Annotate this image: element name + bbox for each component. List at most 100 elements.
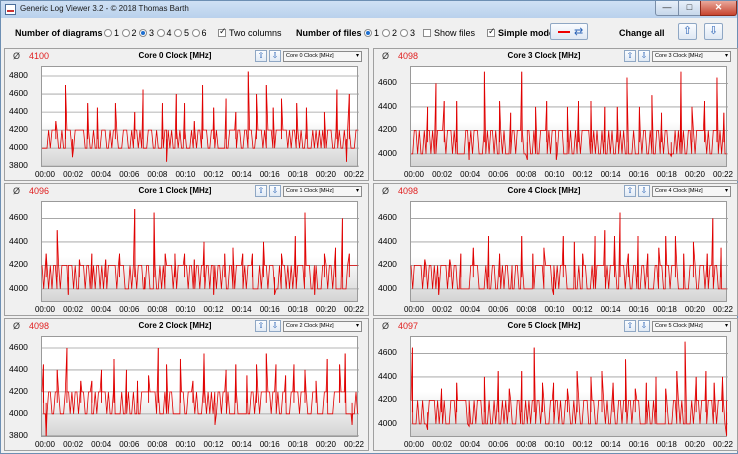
- series-select[interactable]: Core 1 Clock [MHz] ▾: [283, 186, 362, 197]
- average-value: 4097: [398, 321, 419, 331]
- average-value: 4096: [29, 186, 50, 196]
- y-tick-label: 4600: [378, 77, 397, 88]
- close-button[interactable]: ✕: [700, 1, 737, 16]
- radio-label: 3: [149, 28, 155, 38]
- simple-mode-checkbox[interactable]: Simple mode: [487, 26, 554, 38]
- radio-dot[interactable]: [104, 29, 112, 37]
- move-down-button[interactable]: ⇩: [269, 320, 281, 332]
- radio-label: 2: [392, 28, 398, 38]
- move-up-button[interactable]: ⇧: [255, 50, 267, 62]
- chevron-down-icon: ▾: [724, 188, 728, 194]
- radio-dot[interactable]: [364, 29, 372, 37]
- radio-dot[interactable]: [400, 29, 408, 37]
- x-tick-label: 00:20: [315, 305, 336, 314]
- series-select[interactable]: Core 2 Clock [MHz] ▾: [283, 321, 362, 332]
- average-value: 4098: [398, 51, 419, 61]
- move-up-button[interactable]: ⇧: [624, 185, 636, 197]
- radio-label: 3: [410, 28, 416, 38]
- diagrams-radio-2[interactable]: 2: [121, 28, 137, 38]
- checkbox-box[interactable]: [487, 26, 496, 37]
- line-chart: [410, 341, 728, 436]
- chevron-down-icon: ▾: [355, 323, 359, 329]
- radio-dot[interactable]: [191, 29, 200, 37]
- radio-dot[interactable]: [382, 29, 390, 37]
- chart-panel: Ø 4096 Core 1 Clock [MHz] ⇧ ⇩ Core 1 Clock [M…: [4, 183, 369, 316]
- line-color-button[interactable]: ⇄: [550, 23, 588, 40]
- series-select[interactable]: Core 0 Clock [MHz] ▾: [283, 51, 362, 62]
- radio-dot[interactable]: [156, 29, 165, 37]
- chart-title: Core 2 Clock [MHz]: [138, 321, 212, 330]
- x-tick-label: 00:22: [343, 170, 365, 179]
- series-select-value: Core 0 Clock [MHz]: [286, 53, 334, 59]
- x-tick-label: 00:08: [147, 170, 168, 179]
- series-select[interactable]: Core 5 Clock [MHz] ▾: [652, 321, 731, 332]
- move-down-button[interactable]: ⇩: [269, 185, 281, 197]
- files-radio-3[interactable]: 3: [400, 28, 415, 38]
- x-tick-label: 00:00: [403, 170, 425, 179]
- x-tick-label: 00:02: [432, 305, 453, 314]
- diagrams-radio-1[interactable]: 1: [104, 28, 119, 38]
- series-select[interactable]: Core 4 Clock [MHz] ▾: [652, 186, 731, 197]
- x-tick-label: 00:16: [259, 305, 280, 314]
- line-chart: [41, 347, 359, 437]
- move-down-button[interactable]: ⇩: [638, 50, 650, 62]
- x-tick-label: 00:18: [656, 305, 677, 314]
- x-tick-label: 00:02: [432, 170, 453, 179]
- series-select-value: Core 4 Clock [MHz]: [655, 188, 703, 194]
- move-down-button[interactable]: ⇩: [269, 50, 281, 62]
- average-value: 4100: [29, 51, 50, 61]
- x-tick-label: 00:00: [34, 305, 56, 314]
- y-tick-label: 4400: [378, 235, 397, 246]
- diagrams-radio-4[interactable]: 4: [156, 28, 172, 38]
- x-tick-label: 00:06: [488, 170, 509, 179]
- average-symbol: Ø: [382, 186, 390, 196]
- x-tick-label: 00:02: [63, 440, 84, 449]
- files-radio-2[interactable]: 2: [382, 28, 397, 38]
- files-radio-1[interactable]: 1: [364, 28, 379, 38]
- y-tick-label: 4600: [378, 347, 397, 358]
- chart-panel: Ø 4098 Core 2 Clock [MHz] ⇧ ⇩ Core 2 Clock [M…: [4, 318, 369, 451]
- show-files-checkbox[interactable]: Show files: [423, 28, 475, 38]
- radio-dot[interactable]: [121, 29, 130, 37]
- arrow-down-icon: ⇩: [271, 321, 279, 330]
- minimize-button[interactable]: —: [655, 1, 679, 16]
- series-select[interactable]: Core 3 Clock [MHz] ▾: [652, 51, 731, 62]
- y-tick-label: 4600: [9, 341, 28, 352]
- move-down-all-button[interactable]: ⇩: [704, 23, 723, 40]
- x-tick-label: 00:08: [147, 440, 168, 449]
- move-up-button[interactable]: ⇧: [255, 185, 267, 197]
- x-tick-label: 00:12: [572, 305, 593, 314]
- x-tick-label: 00:18: [287, 170, 308, 179]
- move-up-button[interactable]: ⇧: [624, 320, 636, 332]
- radio-dot[interactable]: [174, 29, 182, 37]
- line-chart: [411, 71, 728, 160]
- maximize-button[interactable]: □: [678, 1, 701, 16]
- series-select-value: Core 1 Clock [MHz]: [286, 188, 334, 194]
- diagrams-radio-5[interactable]: 5: [174, 28, 189, 38]
- plot-area: [410, 66, 728, 167]
- x-tick-label: 00:04: [91, 305, 112, 314]
- two-columns-checkbox[interactable]: Two columns: [218, 26, 282, 38]
- arrow-up-icon: ⇧: [626, 186, 634, 195]
- move-down-button[interactable]: ⇩: [638, 320, 650, 332]
- series-line: [411, 71, 727, 160]
- checkbox-box[interactable]: [218, 26, 227, 37]
- move-up-button[interactable]: ⇧: [255, 320, 267, 332]
- diagrams-radio-6[interactable]: 6: [191, 28, 207, 38]
- move-up-button[interactable]: ⇧: [624, 50, 636, 62]
- y-tick-label: 4000: [378, 282, 397, 293]
- radio-label: 1: [114, 28, 120, 38]
- diagrams-radio-3[interactable]: 3: [139, 28, 154, 38]
- checkbox-box[interactable]: [423, 29, 431, 37]
- average-symbol: Ø: [13, 321, 21, 331]
- y-tick-label: 4400: [9, 106, 28, 117]
- sync-icon: ⇄: [574, 26, 584, 38]
- chart-panel: Ø 4097 Core 5 Clock [MHz] ⇧ ⇩ Core 5 Clock [M…: [373, 318, 738, 451]
- x-tick-label: 00:16: [628, 440, 649, 449]
- arrow-down-icon: ⇩: [640, 186, 648, 195]
- move-up-all-button[interactable]: ⇧: [678, 23, 697, 40]
- chart-title: Core 5 Clock [MHz]: [507, 321, 581, 330]
- move-down-button[interactable]: ⇩: [638, 185, 650, 197]
- radio-dot[interactable]: [139, 29, 147, 37]
